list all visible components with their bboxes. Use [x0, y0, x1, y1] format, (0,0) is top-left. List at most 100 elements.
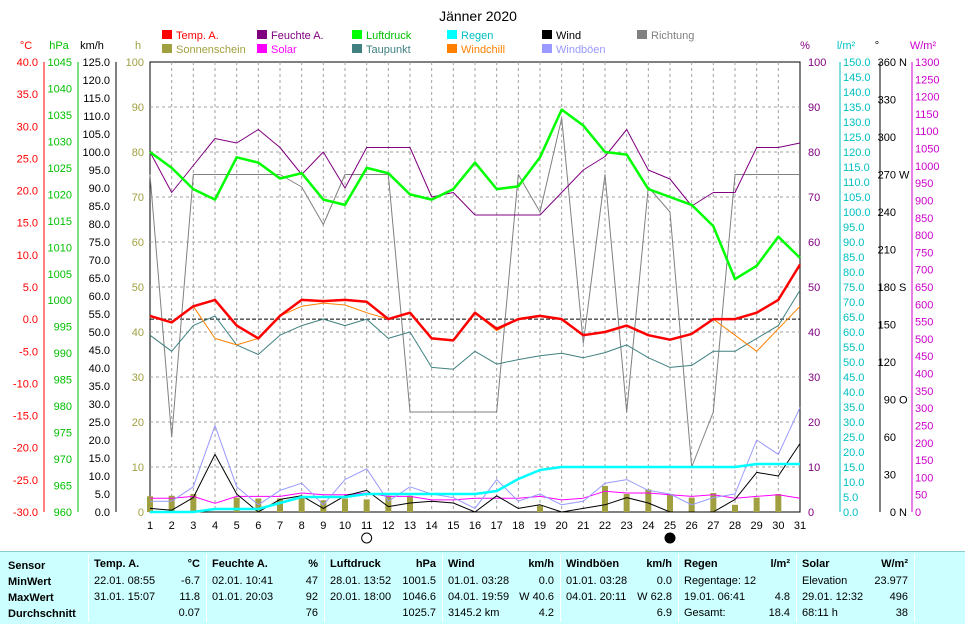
series-line-regen: [150, 462, 800, 514]
x-tick-label: 21: [577, 520, 589, 532]
temp-avg: 0.07: [178, 607, 200, 619]
x-tick-label: 3: [190, 520, 196, 532]
x-tick-label: 14: [426, 520, 438, 532]
sonne-bar: [775, 494, 782, 512]
wm2-axis-unit: W/m²: [910, 40, 937, 52]
kmh-axis-tick: 105.0: [82, 129, 110, 141]
kmh-axis-tick: 65.0: [89, 273, 110, 285]
legend-swatch-regen: [447, 30, 457, 39]
hpa-axis-tick: 1035: [48, 110, 72, 122]
h-axis-tick: 20: [132, 417, 144, 429]
lm2-axis-tick: 95.0: [843, 222, 864, 234]
sonne-bar: [645, 489, 652, 512]
temp-axis-tick: 30.0: [17, 121, 38, 133]
x-tick-label: 18: [512, 520, 524, 532]
pct-axis-tick: 80: [808, 147, 820, 159]
kmh-axis-tick: 100.0: [82, 147, 110, 159]
temp-axis-unit: °C: [20, 40, 32, 52]
durchschnitt-label: Durchschnitt: [8, 608, 76, 620]
boeen-column: Windböen km/h 01.01. 03:28 0.0 04.01. 20…: [561, 552, 678, 624]
hpa-axis-tick: 1045: [48, 57, 72, 69]
x-tick-label: 10: [339, 520, 351, 532]
deg-axis-tick: 300: [878, 132, 896, 144]
regen-total: 18.4: [768, 607, 790, 619]
legend-swatch-windboeen: [542, 44, 552, 53]
lm2-axis-tick: 30.0: [843, 417, 864, 429]
hpa-axis-tick: 995: [54, 322, 72, 334]
luftdruck-max-time: 20.01. 18:00: [330, 591, 392, 603]
feuchte-avg: 76: [305, 607, 318, 619]
kmh-axis-tick: 70.0: [89, 255, 110, 267]
legend-swatch-sonne: [162, 44, 172, 53]
legend-swatch-wind: [542, 30, 552, 39]
feuchte-header: Feuchte A.: [212, 558, 268, 570]
sonne-bar: [168, 495, 175, 512]
legend-label-regen: Regen: [461, 30, 493, 42]
lm2-axis-tick: 140.0: [843, 87, 871, 99]
feuchte-max: 92: [305, 591, 318, 603]
sensor-column: Sensor MinWert MaxWert Durchschnitt: [0, 552, 88, 624]
wm2-axis-tick: 200: [915, 438, 933, 450]
chart-title: Jänner 2020: [439, 8, 517, 24]
lm2-axis-tick: 50.0: [843, 357, 864, 369]
legend-swatch-richtung: [637, 30, 647, 39]
hpa-axis-tick: 970: [54, 454, 72, 466]
wind-min-time: 01.01. 03:28: [448, 575, 510, 587]
solar-avg: 38: [895, 607, 908, 619]
kmh-axis-tick: 75.0: [89, 237, 110, 249]
x-tick-label: 2: [169, 520, 175, 532]
pct-axis-tick: 30: [808, 372, 820, 384]
sonne-bar: [342, 498, 348, 512]
wind-column: Wind km/h 01.01. 03:28 0.0 04.01. 19:59 …: [443, 552, 560, 624]
temp-axis-tick: 35.0: [17, 89, 38, 101]
temp-axis-tick: 20.0: [17, 186, 38, 198]
kmh-axis-tick: 5.0: [95, 489, 110, 501]
series-line-windboeen: [150, 407, 801, 509]
wm2-axis-tick: 1200: [915, 92, 939, 104]
lm2-axis-tick: 105.0: [843, 192, 871, 204]
x-tick-label: 27: [707, 520, 719, 532]
hpa-axis-tick: 1020: [48, 189, 72, 201]
lm2-axis-tick: 20.0: [843, 447, 864, 459]
x-tick-label: 19: [534, 520, 546, 532]
deg-axis-tick: 180: [878, 282, 896, 294]
wm2-axis-tick: 100: [915, 472, 933, 484]
moon-full-icon: [361, 532, 373, 544]
x-tick-label: 22: [599, 520, 611, 532]
deg-axis-compass: N: [899, 507, 907, 519]
luftdruck-max: 1046.6: [402, 591, 436, 603]
x-tick-label: 16: [469, 520, 481, 532]
wm2-axis-tick: 800: [915, 230, 933, 242]
legend-swatch-taupunkt: [352, 44, 362, 53]
x-tick-label: 30: [772, 520, 784, 532]
regen-column: Regen l/m² Regentage: 12 19.01. 06:41 4.…: [679, 552, 796, 624]
wm2-axis-tick: 600: [915, 299, 933, 311]
kmh-axis-tick: 25.0: [89, 417, 110, 429]
temp-min-time: 22.01. 08:55: [94, 575, 156, 587]
legend-swatch-solar: [257, 44, 267, 53]
pct-axis-tick: 0: [808, 507, 814, 519]
lm2-axis-tick: 60.0: [843, 327, 864, 339]
sonne-bar: [710, 493, 717, 512]
pct-axis-tick: 20: [808, 417, 820, 429]
boeen-min-time: 01.01. 03:28: [566, 575, 628, 587]
deg-axis-tick: 0: [890, 507, 896, 519]
lm2-axis-tick: 120.0: [843, 147, 871, 159]
legend-label-feuchte: Feuchte A.: [271, 30, 324, 42]
pct-axis-tick: 70: [808, 192, 820, 204]
sonne-bar: [233, 497, 240, 512]
kmh-axis-tick: 115.0: [83, 93, 110, 105]
temp-axis-tick: 25.0: [17, 153, 38, 165]
x-tick-label: 4: [212, 520, 218, 532]
solar-elevation-label: Elevation: [802, 575, 848, 587]
temp-unit: °C: [187, 558, 200, 570]
wm2-axis-tick: 750: [915, 247, 933, 259]
hpa-axis-tick: 965: [54, 481, 72, 493]
x-tick-label: 5: [234, 520, 240, 532]
wm2-axis-tick: 500: [915, 334, 933, 346]
deg-axis-compass: W: [899, 170, 910, 182]
solar-elevation: 23.977: [874, 575, 908, 587]
deg-axis-unit: °: [875, 40, 879, 52]
x-tick-label: 11: [361, 520, 372, 532]
deg-axis-tick: 90: [884, 395, 896, 407]
